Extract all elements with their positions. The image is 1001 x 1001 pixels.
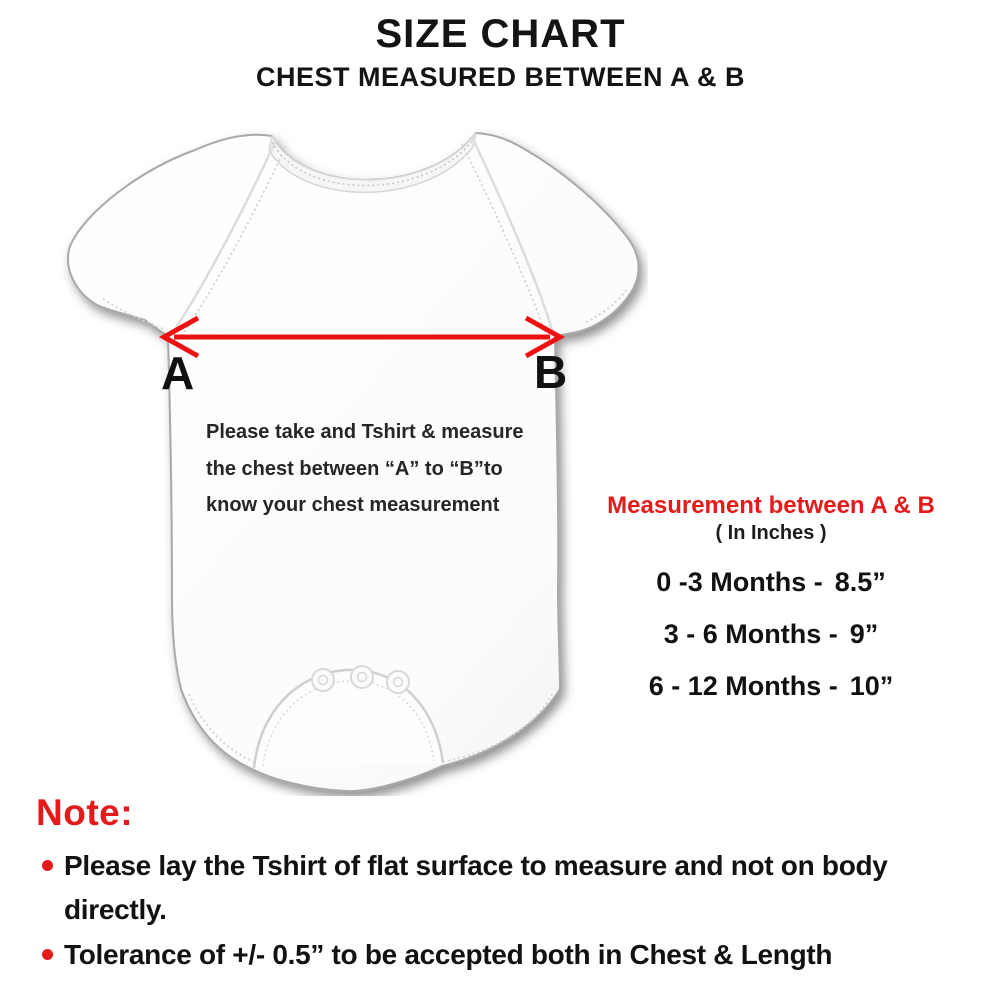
instruction-line: know your chest measurement	[206, 494, 500, 516]
neckband	[268, 132, 477, 193]
page-title: SIZE CHART	[375, 12, 626, 56]
page-subtitle: CHEST MEASURED BETWEEN A & B	[255, 62, 746, 92]
size-table-heading: Measurement between A & B	[607, 492, 935, 519]
onesie-image	[67, 131, 640, 793]
note-section: Note: Please lay the Tshirt of flat surf…	[36, 792, 974, 978]
note-heading: Note:	[36, 792, 134, 833]
note-list: Please lay the Tshirt of flat surface to…	[36, 844, 974, 977]
bullet-icon	[42, 860, 53, 871]
size-row-value: 8.5”	[834, 567, 886, 597]
size-row-value: 9”	[849, 619, 879, 649]
note-item: Tolerance of +/- 0.5” to be accepted bot…	[36, 933, 974, 977]
note-item: Please lay the Tshirt of flat surface to…	[36, 844, 974, 932]
size-table: Measurement between A & B ( In Inches ) …	[583, 492, 959, 701]
size-row: 6 - 12 Months - 10”	[583, 671, 959, 701]
size-row: 3 - 6 Months - 9”	[583, 619, 959, 649]
size-row: 0 -3 Months - 8.5”	[583, 567, 959, 597]
note-item-text: Please lay the Tshirt of flat surface to…	[64, 850, 888, 925]
size-row-label: 0 -3 Months -	[656, 567, 823, 597]
measure-instruction: Please take and Tshirt & measure the che…	[206, 414, 551, 524]
snap-buttons	[311, 665, 410, 694]
size-row-label: 6 - 12 Months -	[648, 671, 838, 701]
bullet-icon	[42, 949, 53, 960]
instruction-line: the chest between “A” to “B”to	[206, 457, 503, 480]
header: SIZE CHART CHEST MEASURED BETWEEN A & B	[0, 12, 1001, 92]
instruction-line: Please take and Tshirt & measure	[206, 421, 524, 443]
size-row-value: 10”	[849, 671, 894, 701]
size-table-unit: ( In Inches )	[715, 522, 827, 544]
point-label-b: B	[534, 346, 568, 398]
point-label-a: A	[161, 347, 195, 399]
onesie-silhouette	[67, 131, 640, 793]
onesie-figure	[48, 106, 648, 796]
note-item-text: Tolerance of +/- 0.5” to be accepted bot…	[64, 939, 833, 970]
size-row-label: 3 - 6 Months -	[663, 619, 838, 649]
chest-measurement-arrow	[158, 315, 566, 359]
